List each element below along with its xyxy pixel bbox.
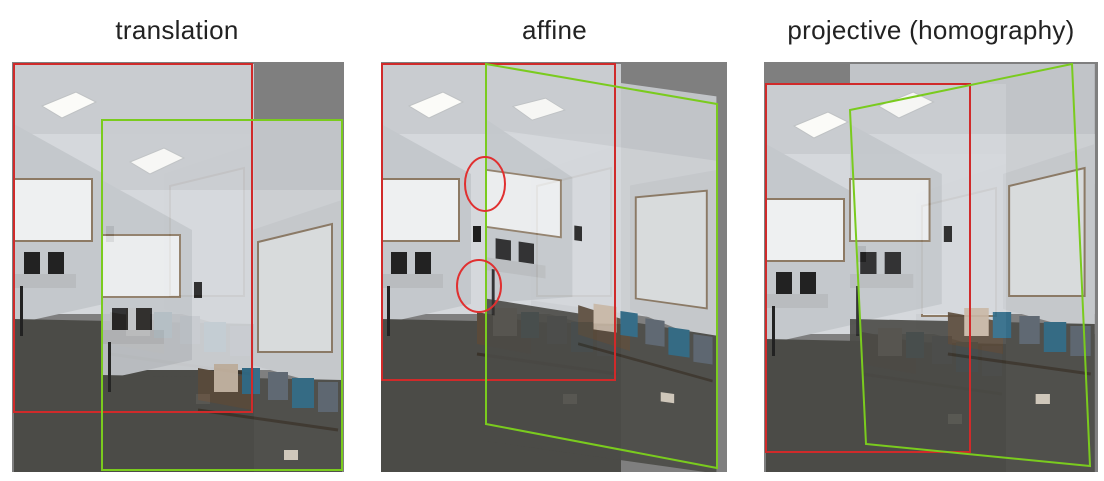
caption-projective: projective (homography): [764, 12, 1098, 48]
warped-image: [850, 64, 1095, 472]
panel-affine: [381, 62, 727, 472]
warped-image: [102, 120, 342, 472]
caption-translation: translation: [12, 12, 342, 48]
panel-translation: [12, 62, 344, 472]
caption-affine: affine: [382, 12, 727, 48]
warped-image: [486, 64, 716, 472]
panel-projective: [764, 62, 1098, 472]
